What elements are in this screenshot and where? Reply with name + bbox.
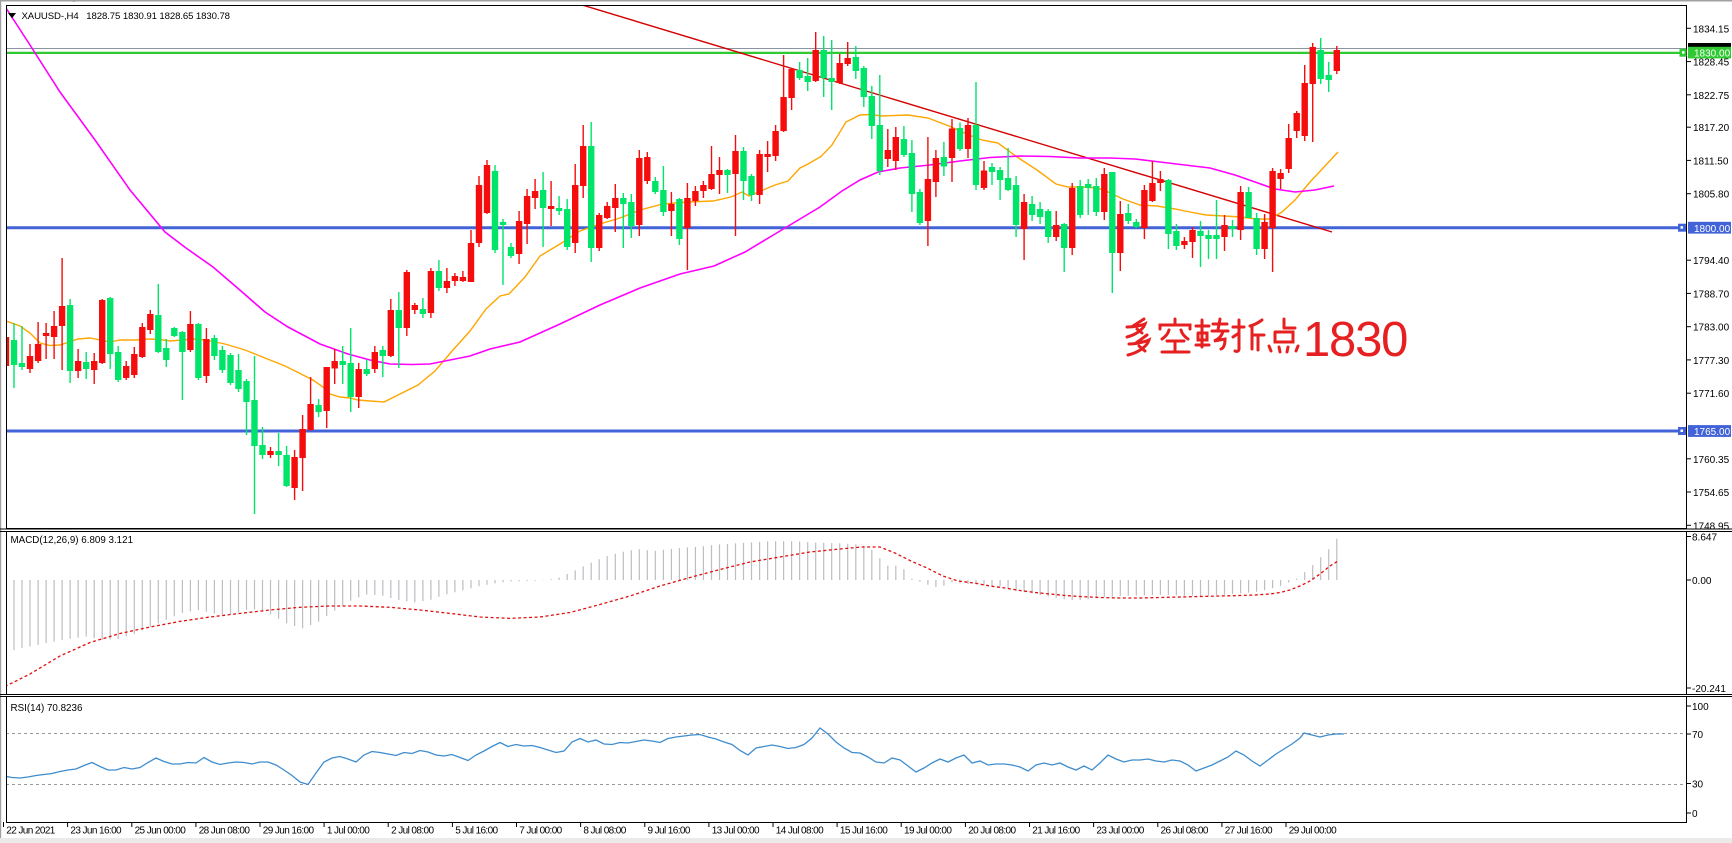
svg-text:1834.15: 1834.15	[1693, 24, 1730, 35]
svg-text:23 Jun 16:00: 23 Jun 16:00	[70, 826, 122, 837]
svg-text:RSI(14) 70.8236: RSI(14) 70.8236	[11, 703, 83, 714]
svg-text:1794.40: 1794.40	[1693, 256, 1730, 267]
svg-text:2 Jul 08:00: 2 Jul 08:00	[391, 826, 434, 837]
svg-text:19 Jul 00:00: 19 Jul 00:00	[904, 826, 952, 837]
svg-text:30: 30	[1692, 780, 1704, 791]
svg-text:1822.75: 1822.75	[1693, 91, 1730, 102]
svg-text:1817.20: 1817.20	[1693, 123, 1730, 134]
svg-text:8.647: 8.647	[1692, 533, 1717, 544]
svg-text:13 Jul 00:00: 13 Jul 00:00	[712, 826, 760, 837]
svg-text:14 Jul 08:00: 14 Jul 08:00	[776, 826, 824, 837]
svg-text:1760.35: 1760.35	[1693, 455, 1730, 466]
svg-text:23 Jul 00:00: 23 Jul 00:00	[1096, 826, 1144, 837]
svg-text:1 Jul 00:00: 1 Jul 00:00	[327, 826, 370, 837]
svg-text:MACD(12,26,9) 6.809 3.121: MACD(12,26,9) 6.809 3.121	[11, 535, 134, 546]
svg-text:0.00: 0.00	[1692, 576, 1712, 587]
svg-text:7 Jul 00:00: 7 Jul 00:00	[519, 826, 562, 837]
svg-text:25 Jun 00:00: 25 Jun 00:00	[135, 826, 187, 837]
svg-text:1783.00: 1783.00	[1693, 323, 1730, 334]
svg-text:1828.45: 1828.45	[1693, 58, 1730, 69]
svg-text:15 Jul 16:00: 15 Jul 16:00	[840, 826, 888, 837]
svg-text:-20.241: -20.241	[1692, 684, 1726, 695]
svg-text:26 Jul 08:00: 26 Jul 08:00	[1161, 826, 1209, 837]
svg-text:1830.00: 1830.00	[1694, 49, 1731, 60]
svg-text:29 Jun 16:00: 29 Jun 16:00	[263, 826, 315, 837]
svg-text:29 Jul 00:00: 29 Jul 00:00	[1289, 826, 1337, 837]
svg-text:1765.00: 1765.00	[1694, 427, 1731, 438]
svg-text:5 Jul 16:00: 5 Jul 16:00	[455, 826, 498, 837]
svg-text:1800.00: 1800.00	[1694, 224, 1731, 235]
svg-text:0: 0	[1692, 809, 1698, 820]
svg-text:70: 70	[1692, 730, 1704, 741]
svg-text:1805.80: 1805.80	[1693, 190, 1730, 201]
svg-text:22 Jun 2021: 22 Jun 2021	[6, 826, 55, 837]
svg-text:1830: 1830	[1303, 313, 1407, 367]
svg-text:21 Jul 16:00: 21 Jul 16:00	[1032, 826, 1080, 837]
svg-text:1788.70: 1788.70	[1693, 289, 1730, 300]
svg-text:100: 100	[1692, 702, 1709, 713]
svg-text:8 Jul 08:00: 8 Jul 08:00	[583, 826, 626, 837]
svg-text:1754.65: 1754.65	[1693, 488, 1730, 499]
svg-text:1771.60: 1771.60	[1693, 389, 1730, 400]
svg-text:1777.30: 1777.30	[1693, 356, 1730, 367]
svg-text:9 Jul 16:00: 9 Jul 16:00	[648, 826, 691, 837]
svg-text:XAUUSD-,H4 1828.75 1830.91 1: XAUUSD-,H4 1828.75 1830.91 1828.65 1830.…	[22, 11, 230, 22]
svg-text:28 Jun 08:00: 28 Jun 08:00	[199, 826, 251, 837]
svg-text:27 Jul 16:00: 27 Jul 16:00	[1225, 826, 1273, 837]
svg-text:1811.50: 1811.50	[1693, 156, 1729, 167]
svg-text:1748.95: 1748.95	[1693, 521, 1730, 532]
svg-text:20 Jul 08:00: 20 Jul 08:00	[968, 826, 1016, 837]
